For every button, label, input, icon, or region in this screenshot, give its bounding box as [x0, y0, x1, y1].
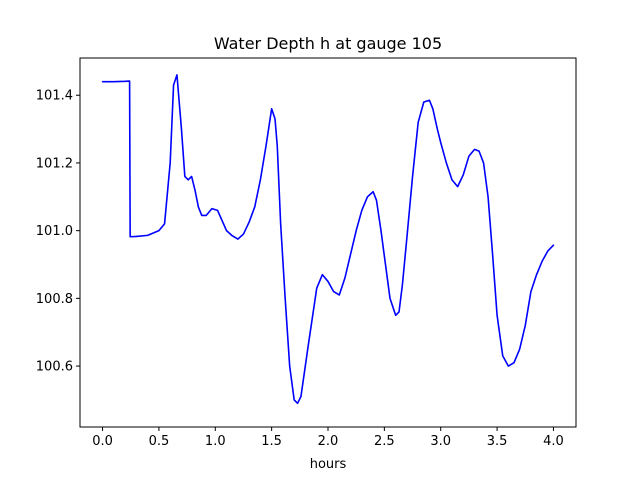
- x-tick-label: 0.5: [149, 434, 170, 449]
- x-tick-label: 2.5: [374, 434, 395, 449]
- y-tick-label: 101.2: [36, 156, 73, 171]
- series-line-0: [101, 74, 555, 405]
- x-tick-label: 2.0: [318, 434, 339, 449]
- y-tick-label: 101.0: [36, 224, 73, 239]
- y-axis-ticks: 100.6 100.8 101.0 101.2 101.4: [36, 89, 80, 375]
- x-axis-ticks: 0.0 0.5 1.0 1.5 2.0 2.5 3.0 3.5 4.0: [92, 427, 564, 449]
- x-tick-label: 3.5: [487, 434, 508, 449]
- chart-title: Water Depth h at gauge 105: [214, 34, 442, 53]
- y-tick-label: 100.6: [36, 360, 73, 375]
- x-tick-label: 1.5: [261, 434, 282, 449]
- x-axis-label: hours: [310, 457, 347, 472]
- x-tick-label: 3.0: [430, 434, 451, 449]
- x-tick-label: 0.0: [92, 434, 113, 449]
- y-tick-label: 100.8: [36, 292, 73, 307]
- y-tick-label: 101.4: [36, 89, 73, 104]
- x-tick-label: 4.0: [543, 434, 564, 449]
- x-tick-label: 1.0: [205, 434, 226, 449]
